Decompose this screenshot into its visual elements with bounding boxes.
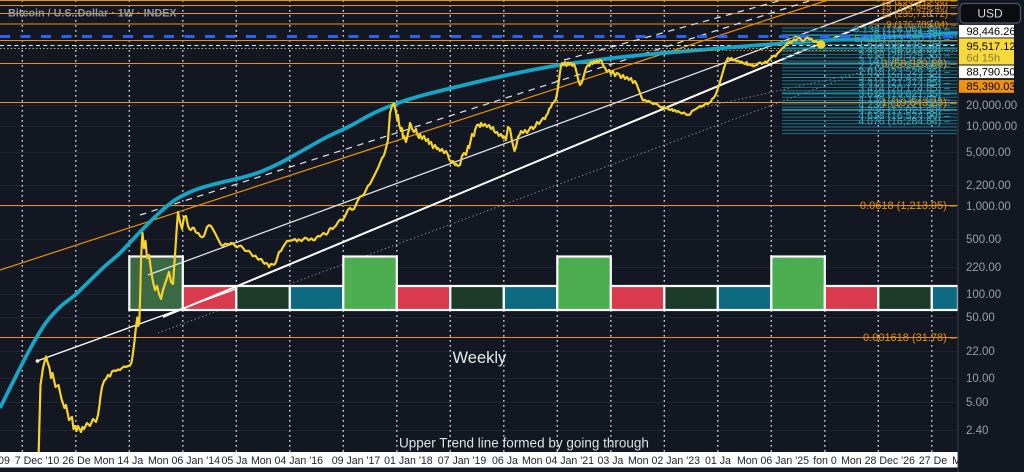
svg-text:05 Ja: 05 Ja [222,455,248,467]
svg-text:220.00: 220.00 [966,262,1001,274]
svg-text:22.00: 22.00 [966,346,995,358]
svg-text:0.001618 (31.78) –: 0.001618 (31.78) – [863,332,957,344]
svg-text:01 Ja: 01 Ja [705,455,731,467]
svg-text:6 (117,835.38) –: 6 (117,835.38) – [874,28,950,40]
svg-text:100.00: 100.00 [966,289,1001,301]
svg-text:1 (19,643.23) –: 1 (19,643.23) – [881,97,956,109]
svg-text:3.414 (20,174.85) –: 3.414 (20,174.85) – [858,83,950,95]
svg-text:3.414 (21,374.85) –: 3.414 (21,374.85) – [858,77,950,89]
svg-text:10.00: 10.00 [966,373,995,385]
svg-text:18 (296,149.60) –: 18 (296,149.60) – [881,0,957,7]
svg-text:06 Ja: 06 Ja [492,455,518,467]
svg-text:12 (235,718.72) –: 12 (235,718.72) – [881,9,957,20]
svg-text:27 De: 27 De [919,455,947,467]
svg-text:5,000.00: 5,000.00 [966,147,1011,159]
svg-text:85,390.03: 85,390.03 [967,81,1016,93]
svg-text:0.0618 (1,213.95) –: 0.0618 (1,213.95) – [860,200,957,212]
svg-text:6.138 (118,061.38) –: 6.138 (118,061.38) – [853,24,950,36]
svg-text:2,200.00: 2,200.00 [966,180,1011,192]
svg-text:3 (58,929.68) –: 3 (58,929.68) – [881,58,956,70]
svg-text:2.272 (24,429.85) –: 2.272 (24,429.85) – [858,61,950,73]
svg-text:09 Jan '17: 09 Jan '17 [332,455,381,467]
svg-text:50.00: 50.00 [966,312,995,324]
svg-text:1.618 (98,445.26) –: 1.618 (98,445.26) – [858,39,950,51]
svg-text:Mon 04 Jan '21: Mon 04 Jan '21 [522,455,594,467]
svg-text:Weekly: Weekly [453,349,508,367]
svg-text:Mon 06 Jan '25: Mon 06 Jan '25 [737,455,809,467]
svg-text:Mon 28 Dec '26: Mon 28 Dec '26 [841,455,915,467]
svg-text:2.40: 2.40 [966,425,988,437]
svg-text:Bitcoin / U.S. Dollar · 1W · I: Bitcoin / U.S. Dollar · 1W · INDEX [8,8,177,20]
svg-text:10,000.00: 10,000.00 [966,121,1017,133]
svg-text:98,446.26: 98,446.26 [967,26,1016,38]
svg-text:Mon 04 Jan '16: Mon 04 Jan '16 [251,455,323,467]
svg-text:01 Jan '18: 01 Jan '18 [384,455,433,467]
svg-text:Mon 14 Ja: Mon 14 Ja [94,455,144,467]
svg-text:fon 0: fon 0 [813,455,837,467]
svg-text:95,517.12: 95,517.12 [967,41,1016,53]
svg-text:2.618 (28,529.35) –: 2.618 (28,529.35) – [858,50,950,62]
svg-text:4.618 (16,524.99) –: 4.618 (16,524.99) – [858,110,950,122]
svg-text:26 De: 26 De [62,455,90,467]
svg-text:500.00: 500.00 [966,234,1001,246]
svg-text:2.618 (23,529.35) –: 2.618 (23,529.35) – [858,66,950,78]
svg-text:15 (294,648.40) –: 15 (294,648.40) – [881,2,957,13]
svg-text:4.236 (17,021.90) –: 4.236 (17,021.90) – [858,105,950,117]
svg-text:9 (176,789.04) –: 9 (176,789.04) – [886,20,956,31]
svg-text:09: 09 [0,455,10,467]
svg-text:2.414 (38,513.49) –: 2.414 (38,513.49) – [858,44,950,56]
svg-text:20,000.00: 20,000.00 [966,100,1017,112]
svg-text:4.076 (16,284.84) –: 4.076 (16,284.84) – [858,116,950,128]
svg-text:3.618 (19,821.35) –: 3.618 (19,821.35) – [858,88,950,100]
svg-text:3.272 (29,474.35) –: 3.272 (29,474.35) – [858,72,950,84]
svg-text:USD: USD [977,7,1003,21]
svg-text:1,000.00: 1,000.00 [966,201,1011,213]
svg-text:6d 15h: 6d 15h [967,53,1001,65]
svg-text:7 Dec '10: 7 Dec '10 [15,455,60,467]
svg-text:88,790.50: 88,790.50 [967,67,1016,79]
svg-text:3.141 (26,214.16) –: 3.141 (26,214.16) – [858,55,950,67]
svg-text:Mon 02 Jan '23: Mon 02 Jan '23 [628,455,700,467]
svg-text:07 Jan '19: 07 Jan '19 [438,455,487,467]
svg-text:5.00: 5.00 [966,397,988,409]
svg-text:M: M [952,455,961,467]
svg-text:4.236 (17,221.90) –: 4.236 (17,221.90) – [858,99,950,111]
svg-text:4.136 (17,361.91) –: 4.136 (17,361.91) – [858,94,950,106]
svg-text:03 Ja: 03 Ja [598,455,624,467]
svg-text:Mon 06 Jan '14: Mon 06 Jan '14 [148,455,220,467]
svg-text:5.618 (113,580.11) –: 5.618 (113,580.11) – [854,33,950,45]
svg-text:Upper Trend line formed by goi: Upper Trend line formed by going through [399,436,649,451]
